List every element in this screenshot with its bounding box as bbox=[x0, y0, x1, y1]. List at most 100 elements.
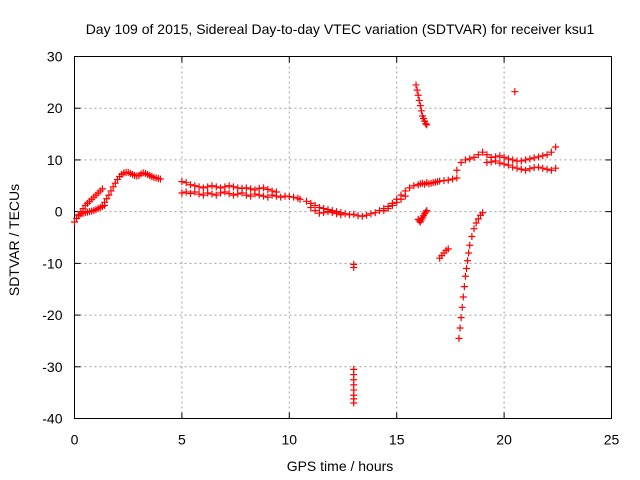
plot-frame bbox=[74, 56, 612, 419]
data-point bbox=[459, 293, 467, 301]
data-point bbox=[458, 303, 466, 311]
data-point bbox=[513, 164, 521, 172]
data-point bbox=[186, 190, 194, 198]
data-point bbox=[464, 257, 472, 265]
data-point bbox=[191, 188, 199, 196]
axis-ticks: 0 5 10 15 20 25 -40 -30 -20 -10 0 10 20 30 bbox=[42, 49, 619, 448]
data-point bbox=[453, 174, 461, 182]
data-point bbox=[552, 143, 560, 151]
data-point bbox=[393, 198, 401, 206]
data-point bbox=[380, 207, 388, 215]
data-point bbox=[522, 166, 530, 174]
x-axis-label: GPS time / hours bbox=[287, 458, 394, 474]
data-point bbox=[530, 154, 538, 162]
data-point bbox=[212, 191, 220, 199]
y-tick-label: 30 bbox=[47, 49, 63, 65]
series-arc-b bbox=[75, 201, 109, 220]
data-point bbox=[107, 187, 115, 195]
data-point bbox=[406, 184, 414, 192]
data-point bbox=[341, 210, 349, 218]
data-point bbox=[260, 192, 268, 200]
data-point bbox=[547, 166, 555, 174]
series-arc-m bbox=[414, 207, 431, 226]
data-point bbox=[71, 218, 78, 226]
data-point bbox=[522, 156, 530, 164]
data-point bbox=[221, 188, 229, 196]
y-tick-label: -10 bbox=[42, 255, 62, 271]
data-point bbox=[509, 163, 517, 171]
data-point bbox=[156, 175, 164, 183]
series-arc-i bbox=[414, 174, 461, 189]
data-point bbox=[470, 225, 478, 233]
data-point bbox=[109, 183, 117, 191]
data-point bbox=[195, 183, 203, 191]
x-tick-label: 0 bbox=[71, 432, 79, 448]
data-point bbox=[474, 151, 482, 159]
data-point bbox=[225, 190, 233, 198]
data-point bbox=[260, 184, 268, 192]
data-point bbox=[264, 193, 272, 201]
data-point bbox=[229, 183, 237, 191]
series-arc-c bbox=[101, 168, 164, 206]
series-arc-p bbox=[350, 260, 358, 407]
data-point bbox=[204, 189, 212, 197]
data-points bbox=[71, 81, 560, 407]
data-point bbox=[455, 334, 463, 342]
data-point bbox=[463, 265, 471, 273]
data-point bbox=[465, 249, 473, 257]
data-point bbox=[468, 232, 476, 240]
data-point bbox=[479, 148, 487, 156]
data-point bbox=[413, 86, 421, 94]
data-point bbox=[178, 178, 186, 186]
data-point bbox=[457, 314, 465, 322]
data-point bbox=[517, 157, 525, 165]
data-point bbox=[415, 96, 423, 104]
data-point bbox=[534, 163, 542, 171]
data-point bbox=[457, 159, 465, 167]
data-point bbox=[552, 164, 560, 172]
data-point bbox=[496, 152, 504, 160]
data-point bbox=[234, 190, 242, 198]
data-point bbox=[307, 204, 315, 212]
data-point bbox=[272, 192, 280, 200]
data-point bbox=[397, 195, 405, 203]
data-point bbox=[182, 188, 190, 196]
data-point bbox=[422, 208, 430, 216]
data-point bbox=[414, 91, 422, 99]
data-point bbox=[182, 179, 190, 187]
series-arc-k bbox=[483, 157, 560, 174]
data-point bbox=[416, 102, 424, 110]
data-point bbox=[423, 121, 431, 129]
data-point bbox=[251, 190, 259, 198]
y-tick-label: -40 bbox=[42, 411, 62, 427]
chart-title: Day 109 of 2015, Sidereal Day-to-day VTE… bbox=[86, 21, 595, 37]
data-point bbox=[311, 207, 319, 215]
data-point bbox=[500, 160, 508, 168]
y-tick-label: -20 bbox=[42, 307, 62, 323]
series-arc-d bbox=[178, 178, 280, 196]
data-point bbox=[534, 153, 542, 161]
series-arc-l bbox=[412, 81, 431, 129]
data-point bbox=[217, 189, 225, 197]
x-tick-label: 25 bbox=[604, 432, 620, 448]
x-tick-label: 5 bbox=[178, 432, 186, 448]
data-point bbox=[101, 198, 109, 206]
data-point bbox=[247, 185, 255, 193]
data-point bbox=[111, 179, 119, 187]
data-point bbox=[483, 151, 491, 159]
data-point bbox=[328, 209, 336, 217]
series-arc-j bbox=[453, 143, 560, 174]
data-point bbox=[229, 191, 237, 199]
data-point bbox=[264, 185, 272, 193]
data-point bbox=[466, 241, 474, 249]
series-arc-o bbox=[455, 209, 487, 342]
series-arc-h bbox=[380, 192, 409, 215]
data-point bbox=[208, 182, 216, 190]
data-point bbox=[412, 81, 420, 89]
data-point bbox=[178, 189, 186, 197]
data-point bbox=[302, 197, 310, 205]
y-tick-label: -30 bbox=[42, 359, 62, 375]
data-point bbox=[401, 192, 409, 200]
data-point bbox=[417, 107, 425, 115]
